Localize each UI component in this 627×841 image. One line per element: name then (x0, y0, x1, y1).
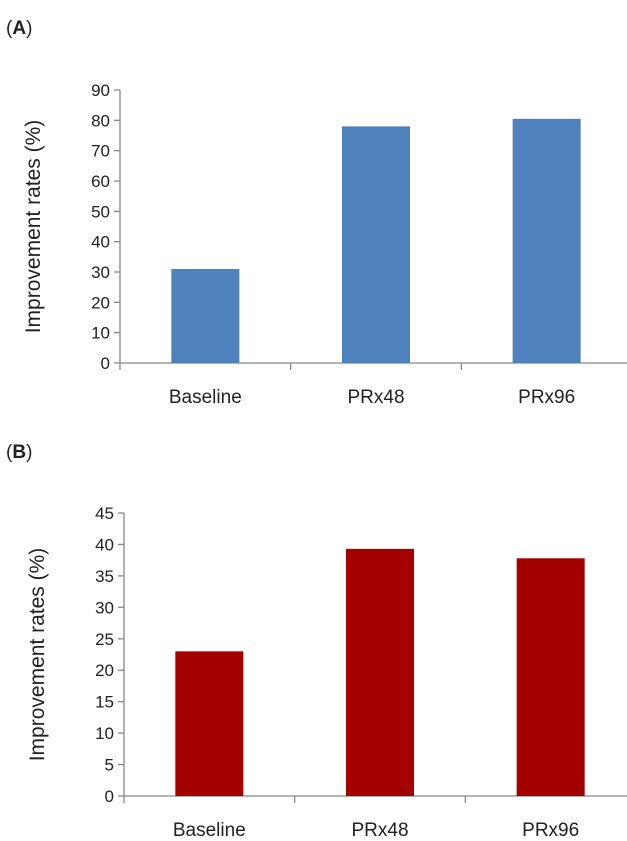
bar-a-prx96 (512, 118, 581, 363)
category-label-a-0: Baseline (169, 387, 242, 408)
y-tick-label-b-9: 45 (95, 504, 114, 523)
category-label-b-1: PRx48 (351, 820, 408, 841)
bar-b-baseline (175, 651, 244, 796)
y-tick-label-a-9: 90 (91, 81, 110, 100)
panel-label-a: (A) (6, 18, 33, 39)
y-tick-label-b-5: 25 (95, 630, 114, 649)
bar-a-prx48 (342, 126, 410, 364)
y-axis-title-b: Improvement rates (%) (26, 548, 49, 762)
bar-chart-b: 0 5 10 15 20 25 30 35 40 45 Baseline PRx48 PRx96 Impr… (26, 504, 627, 841)
bar-b-prx96 (516, 558, 585, 796)
bar-a-baseline (171, 268, 240, 363)
category-label-b-2: PRx96 (522, 820, 579, 841)
y-tick-label-a-8: 80 (91, 111, 110, 130)
chart-panel-a: (A) 0 10 20 30 40 50 60 70 80 90 Baseline PRx48 PRx9… (0, 0, 627, 420)
y-tick-label-a-2: 20 (91, 293, 110, 312)
y-tick-label-b-3: 15 (95, 693, 114, 712)
y-tick-label-b-8: 40 (95, 535, 114, 554)
y-tick-label-b-0: 0 (105, 787, 114, 806)
y-tick-label-b-1: 5 (105, 756, 114, 775)
y-tick-label-a-5: 50 (91, 202, 110, 221)
y-tick-label-a-4: 40 (91, 233, 110, 252)
category-label-a-2: PRx96 (518, 387, 575, 408)
y-tick-label-a-0: 0 (101, 354, 110, 373)
y-tick-label-a-7: 70 (91, 142, 110, 161)
bar-chart-a: 0 10 20 30 40 50 60 70 80 90 Baseline PRx48 PRx96 Imp… (22, 81, 627, 408)
y-tick-label-a-6: 60 (91, 172, 110, 191)
y-tick-label-b-7: 35 (95, 567, 114, 586)
y-tick-label-b-2: 10 (95, 724, 114, 743)
category-label-a-1: PRx48 (347, 387, 404, 408)
y-tick-label-a-1: 10 (91, 324, 110, 343)
y-tick-label-b-6: 30 (95, 598, 114, 617)
panel-label-b: (B) (6, 442, 33, 463)
y-tick-label-a-3: 30 (91, 263, 110, 282)
y-tick-label-b-4: 20 (95, 661, 114, 680)
y-axis-title-a: Improvement rates (%) (22, 120, 45, 334)
bar-b-prx48 (346, 548, 414, 796)
chart-panel-b: (B) 0 5 10 15 20 25 30 35 40 45 Baseline PRx48 PRx96… (0, 420, 627, 841)
category-label-b-0: Baseline (173, 820, 246, 841)
